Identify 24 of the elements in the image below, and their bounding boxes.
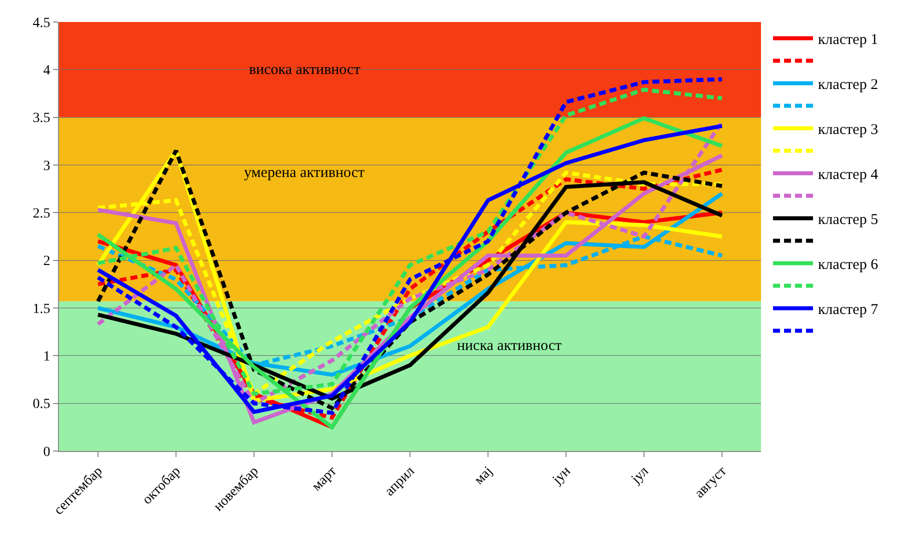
y-tick-label: 4.5 [32, 16, 50, 31]
y-tick-label: 1.5 [32, 302, 50, 317]
x-tick-label: јун [549, 464, 574, 488]
y-tick-label: 0 [43, 444, 50, 460]
y-tick-label: 2.5 [32, 206, 50, 222]
legend-label: кластер 4 [818, 167, 879, 184]
y-tick-label: 3.5 [32, 111, 50, 126]
x-tick-label: мај [472, 464, 496, 488]
y-tick-label: 1 [43, 350, 50, 365]
y-tick-label: 4 [43, 64, 50, 79]
legend-label: кластер 2 [818, 77, 878, 94]
band-label: ниска активност [457, 338, 562, 354]
band-label: висока активност [249, 62, 361, 78]
x-tick-label: март [309, 464, 340, 494]
legend-label: кластер 1 [818, 32, 878, 48]
y-tick-label: 0.5 [32, 397, 50, 412]
y-tick-label: 2 [43, 254, 50, 270]
band-label: умерена активност [244, 165, 366, 181]
legend-label: кластер 7 [818, 302, 879, 318]
legend-label: кластер 3 [818, 122, 878, 138]
x-tick-label: јул [628, 464, 652, 488]
legend-label: кластер 6 [818, 257, 879, 274]
legend-label: кластер 5 [818, 212, 878, 228]
y-tick-label: 3 [43, 158, 50, 174]
